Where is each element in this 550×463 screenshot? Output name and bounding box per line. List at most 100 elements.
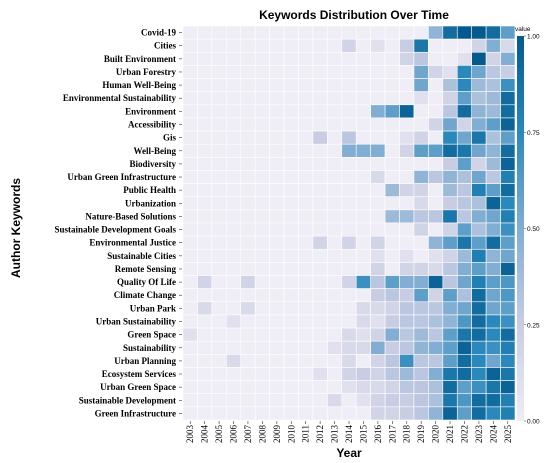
heatmap-cell bbox=[442, 157, 458, 171]
heatmap-cell bbox=[384, 393, 400, 408]
heatmap-cell bbox=[442, 91, 458, 106]
heatmap-cell bbox=[471, 406, 487, 421]
heatmap-cell bbox=[355, 183, 371, 198]
heatmap-cell bbox=[254, 104, 270, 119]
heatmap-cell bbox=[182, 78, 198, 92]
heatmap-cell bbox=[182, 91, 198, 106]
heatmap-cell bbox=[456, 248, 472, 263]
heatmap-cell bbox=[327, 170, 343, 184]
heatmap-cell bbox=[327, 157, 343, 171]
colorbar: value 0.00 0.25 0.50 0.75 1.00 bbox=[515, 26, 540, 426]
heatmap-cell bbox=[442, 117, 458, 132]
heatmap-cell bbox=[471, 262, 487, 276]
heatmap-cell bbox=[399, 65, 415, 79]
heatmap-cell bbox=[413, 314, 429, 329]
heatmap-cell bbox=[226, 130, 242, 145]
heatmap-cell bbox=[283, 117, 299, 132]
heatmap-cell bbox=[298, 222, 314, 237]
heatmap-cell bbox=[283, 157, 299, 171]
colorbar-gradient bbox=[517, 36, 524, 421]
heatmap-cell bbox=[182, 327, 198, 342]
heatmap-cell bbox=[456, 327, 472, 342]
heatmap-cell bbox=[355, 288, 371, 303]
heatmap-cell bbox=[254, 406, 270, 421]
heatmap-cell bbox=[269, 314, 285, 329]
heatmap-cell bbox=[211, 406, 227, 421]
heatmap-cell bbox=[355, 157, 371, 171]
heatmap-cell bbox=[240, 301, 256, 316]
heatmap-cell bbox=[370, 209, 386, 224]
heatmap-cell bbox=[312, 183, 328, 198]
heatmap-cell bbox=[226, 340, 242, 355]
heatmap-cell bbox=[226, 262, 242, 276]
heatmap-cell bbox=[240, 183, 256, 198]
heatmap-cell bbox=[471, 196, 487, 211]
heatmap-cell bbox=[428, 248, 444, 263]
heatmap-cell bbox=[341, 235, 357, 250]
heatmap-cell bbox=[456, 222, 472, 237]
heatmap-cell bbox=[428, 183, 444, 198]
heatmap-cell bbox=[341, 65, 357, 79]
heatmap-cell bbox=[197, 222, 213, 237]
heatmap-cell bbox=[197, 262, 213, 276]
y-tick-label: Sustainability bbox=[123, 343, 177, 353]
heatmap-cell bbox=[197, 183, 213, 198]
heatmap-cell bbox=[399, 91, 415, 106]
heatmap-cell bbox=[428, 380, 444, 395]
heatmap-cell bbox=[312, 91, 328, 106]
heatmap-cell bbox=[269, 248, 285, 263]
heatmap-cell bbox=[500, 65, 516, 79]
heatmap-cell bbox=[399, 367, 415, 381]
x-tick-label: 2014 bbox=[344, 425, 354, 444]
y-tick-label: Gis bbox=[163, 133, 177, 143]
heatmap-cell bbox=[413, 288, 429, 303]
heatmap-cell bbox=[471, 157, 487, 171]
y-tick-label: Environment bbox=[125, 106, 176, 116]
heatmap-cell bbox=[500, 340, 516, 355]
heatmap-cell bbox=[312, 393, 328, 408]
heatmap-cell bbox=[182, 393, 198, 408]
heatmap-cell bbox=[413, 65, 429, 79]
heatmap-cell bbox=[355, 91, 371, 106]
heatmap-cell bbox=[370, 354, 386, 368]
heatmap-cell bbox=[298, 38, 314, 53]
heatmap-cell bbox=[254, 157, 270, 171]
heatmap-cell bbox=[500, 38, 516, 53]
heatmap-cell bbox=[341, 78, 357, 92]
heatmap-cell bbox=[413, 340, 429, 355]
heatmap-cell bbox=[211, 25, 227, 40]
heatmap-cell bbox=[283, 209, 299, 224]
heatmap-cell bbox=[240, 196, 256, 211]
heatmap-cell bbox=[471, 235, 487, 250]
heatmap-cell bbox=[197, 406, 213, 421]
heatmap-cell bbox=[413, 104, 429, 119]
heatmap-cell bbox=[428, 275, 444, 289]
heatmap-cell bbox=[384, 301, 400, 316]
heatmap-cell bbox=[442, 314, 458, 329]
heatmap-cell bbox=[341, 143, 357, 158]
heatmap-cell bbox=[269, 143, 285, 158]
heatmap-cell bbox=[428, 367, 444, 381]
heatmap-cell bbox=[485, 222, 501, 237]
heatmap-cell bbox=[211, 157, 227, 171]
heatmap-cell bbox=[341, 406, 357, 421]
heatmap-cell bbox=[197, 196, 213, 211]
heatmap-cell bbox=[298, 262, 314, 276]
heatmap-cell bbox=[428, 170, 444, 184]
heatmap-cell bbox=[226, 157, 242, 171]
heatmap-cell bbox=[471, 209, 487, 224]
heatmap-cell bbox=[413, 248, 429, 263]
heatmap-cell bbox=[500, 367, 516, 381]
heatmap-cell bbox=[399, 117, 415, 132]
heatmap-cell bbox=[355, 222, 371, 237]
heatmap-cell bbox=[182, 354, 198, 368]
heatmap-cell bbox=[370, 222, 386, 237]
heatmap-cell bbox=[413, 157, 429, 171]
heatmap-cell bbox=[254, 25, 270, 40]
heatmap-cell bbox=[182, 183, 198, 198]
heatmap-cell bbox=[197, 65, 213, 79]
heatmap-cell bbox=[428, 327, 444, 342]
heatmap-cell bbox=[442, 143, 458, 158]
heatmap-cell bbox=[485, 130, 501, 145]
heatmap-cell bbox=[240, 65, 256, 79]
